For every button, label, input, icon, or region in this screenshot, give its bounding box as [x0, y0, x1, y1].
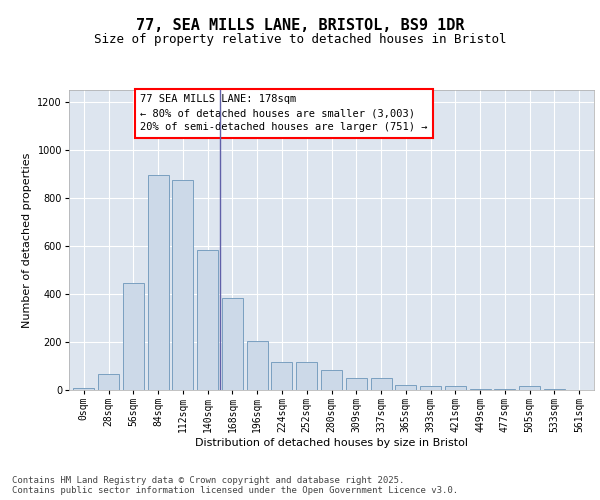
- Bar: [494, 389, 515, 390]
- X-axis label: Distribution of detached houses by size in Bristol: Distribution of detached houses by size …: [195, 438, 468, 448]
- Y-axis label: Number of detached properties: Number of detached properties: [22, 152, 32, 328]
- Bar: [172, 180, 193, 390]
- Bar: [148, 175, 169, 390]
- Bar: [371, 378, 392, 390]
- Bar: [519, 386, 540, 390]
- Text: 77, SEA MILLS LANE, BRISTOL, BS9 1DR: 77, SEA MILLS LANE, BRISTOL, BS9 1DR: [136, 18, 464, 32]
- Bar: [271, 362, 292, 390]
- Bar: [445, 386, 466, 390]
- Bar: [346, 378, 367, 390]
- Text: Size of property relative to detached houses in Bristol: Size of property relative to detached ho…: [94, 32, 506, 46]
- Text: Contains HM Land Registry data © Crown copyright and database right 2025.
Contai: Contains HM Land Registry data © Crown c…: [12, 476, 458, 495]
- Bar: [222, 298, 243, 390]
- Bar: [98, 374, 119, 390]
- Bar: [395, 384, 416, 390]
- Bar: [321, 370, 342, 390]
- Bar: [296, 362, 317, 390]
- Bar: [123, 283, 144, 390]
- Bar: [420, 386, 441, 390]
- Bar: [197, 250, 218, 390]
- Bar: [73, 388, 94, 390]
- Bar: [247, 341, 268, 390]
- Text: 77 SEA MILLS LANE: 178sqm
← 80% of detached houses are smaller (3,003)
20% of se: 77 SEA MILLS LANE: 178sqm ← 80% of detac…: [140, 94, 427, 132]
- Bar: [470, 389, 491, 390]
